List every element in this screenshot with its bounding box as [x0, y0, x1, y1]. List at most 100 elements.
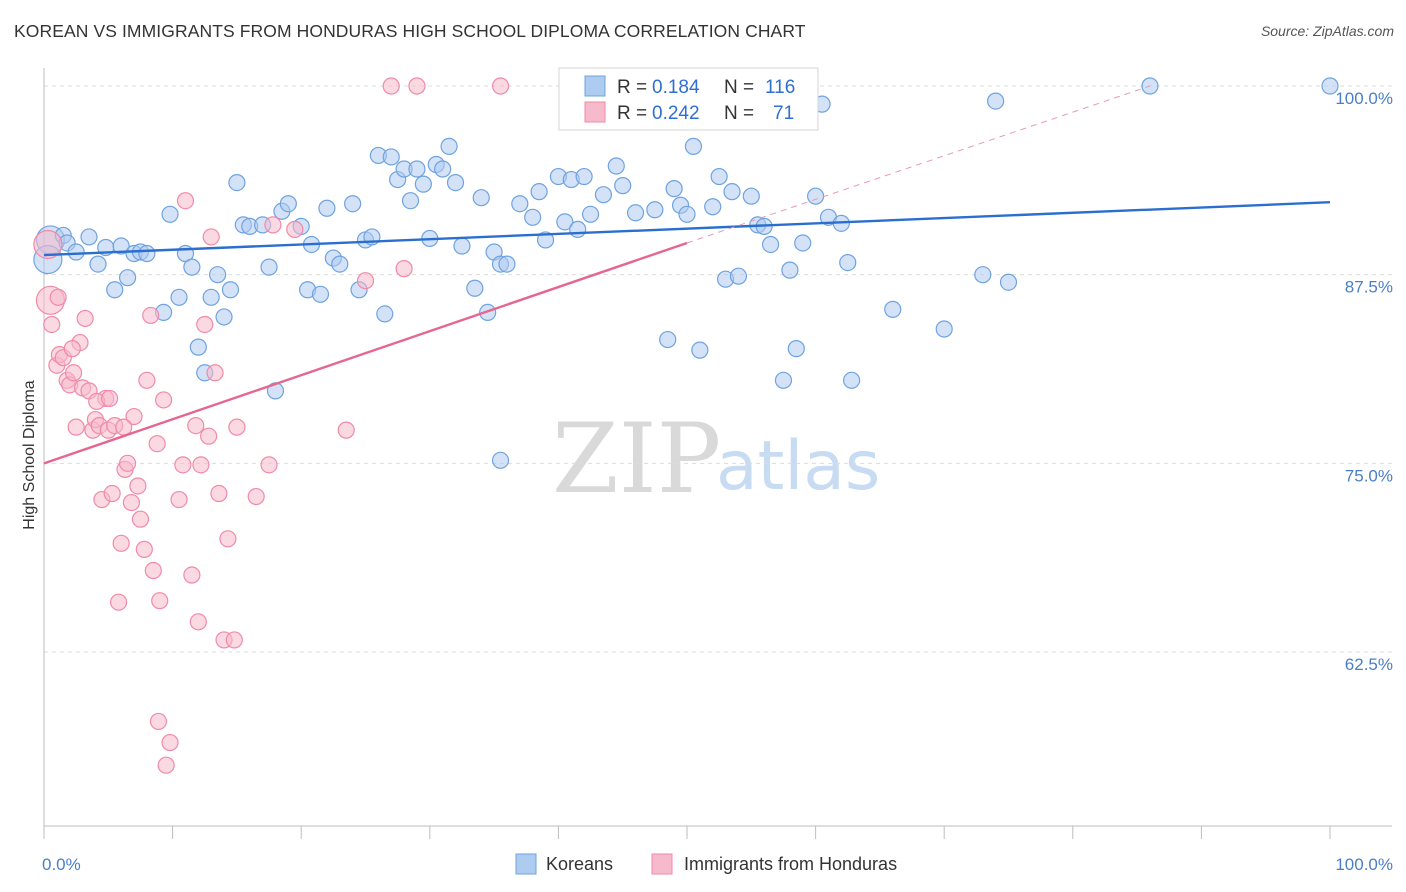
legend-r-value: 0.184 [652, 77, 700, 98]
korean-point [331, 255, 349, 273]
korean-point [401, 192, 420, 210]
honduras-point [395, 260, 413, 278]
korean-point [781, 261, 799, 279]
honduras-point [264, 216, 282, 234]
korean-point [884, 300, 902, 318]
korean-point [318, 199, 336, 217]
x-tick-labels: 0.0% 100.0% [42, 855, 1393, 874]
watermark-atlas: atlas [716, 427, 880, 506]
honduras-point [202, 228, 220, 246]
korean-point [987, 92, 1005, 110]
korean-point [215, 308, 233, 326]
bottom-legend-swatch-honduras [651, 853, 673, 875]
korean-point [311, 285, 330, 303]
korean-point [228, 173, 246, 192]
honduras-point [170, 490, 188, 509]
korean-point [594, 186, 613, 204]
korean-point [607, 157, 625, 175]
korean-point [202, 288, 220, 306]
chart-title: KOREAN VS IMMIGRANTS FROM HONDURAS HIGH … [14, 21, 806, 41]
korean-point [774, 371, 793, 389]
y-tick-label: 62.5% [1345, 655, 1393, 674]
honduras-point [286, 220, 304, 238]
korean-point [80, 228, 98, 246]
legend-swatch-koreans [584, 75, 606, 97]
honduras-point [109, 593, 128, 611]
korean-point [569, 220, 587, 238]
honduras-point [63, 340, 81, 358]
honduras-point [103, 484, 121, 503]
honduras-point [247, 487, 265, 506]
honduras-point [125, 407, 143, 426]
korean-point [691, 341, 709, 359]
korean-point [659, 330, 677, 349]
korean-point [209, 266, 227, 284]
korean-point [974, 266, 992, 284]
honduras-point [151, 592, 169, 610]
bottom-legend-label-honduras: Immigrants from Honduras [684, 854, 897, 874]
honduras-point [67, 418, 85, 436]
korean-point [189, 338, 207, 356]
honduras-point [260, 456, 278, 474]
korean-point [382, 148, 400, 166]
x-tick-label: 0.0% [42, 855, 81, 874]
y-tick-label: 87.5% [1345, 278, 1393, 297]
honduras-point [196, 315, 214, 334]
honduras-trend-extension [686, 85, 1151, 244]
honduras-point [76, 309, 94, 328]
legend-r-label: R = [617, 103, 647, 124]
korean-point [118, 269, 137, 287]
korean-point [575, 167, 593, 186]
korean-point [511, 195, 529, 213]
korean-point [89, 255, 107, 273]
korean-point [536, 231, 555, 249]
legend-n-value: 71 [773, 103, 794, 124]
korean-point [67, 243, 85, 261]
honduras-point [149, 712, 168, 731]
korean-point [170, 288, 188, 306]
honduras-point [148, 435, 166, 453]
honduras-point [115, 418, 133, 436]
korean-point [138, 244, 156, 263]
honduras-point [161, 733, 179, 752]
korean-point [466, 279, 484, 297]
korean-point [344, 195, 362, 213]
honduras-point [100, 389, 119, 408]
honduras-point [408, 77, 426, 95]
korean-point [723, 183, 741, 201]
honduras-point [189, 613, 207, 631]
honduras-point [382, 77, 400, 95]
korean-point [491, 451, 510, 469]
honduras-point [206, 364, 224, 382]
honduras-points [33, 77, 510, 774]
bottom-legend-swatch-koreans [515, 853, 537, 875]
korean-point [999, 273, 1018, 291]
honduras-point [122, 493, 141, 512]
watermark-zip: ZIP [552, 403, 721, 515]
korean-point [684, 137, 703, 155]
korean-point [408, 160, 426, 178]
korean-point [446, 173, 465, 192]
korean-point [710, 167, 728, 186]
korean-point [794, 234, 812, 252]
koreans-trend-line [43, 201, 1331, 257]
honduras-point [33, 229, 63, 260]
honduras-point [337, 421, 355, 439]
korean-point [581, 205, 600, 223]
korean-point [806, 187, 825, 205]
honduras-point [183, 566, 201, 584]
source-credit: Source: ZipAtlas.com [1260, 23, 1394, 39]
honduras-point [356, 272, 375, 290]
korean-point [524, 208, 542, 226]
honduras-point [157, 756, 175, 774]
korean-point [614, 177, 632, 195]
korean-point [935, 320, 953, 338]
honduras-point [210, 484, 228, 503]
legend-n-label: N = [724, 103, 754, 124]
honduras-point [491, 77, 510, 95]
y-tick-labels: 100.0% 87.5% 75.0% 62.5% [1335, 89, 1393, 674]
korean-point [161, 205, 179, 223]
korean-point [221, 281, 240, 299]
honduras-point [174, 456, 192, 474]
